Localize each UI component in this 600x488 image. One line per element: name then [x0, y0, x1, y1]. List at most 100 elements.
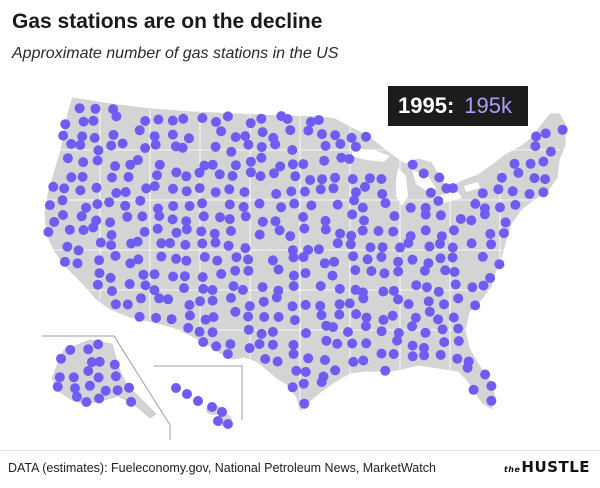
- station-dot: [291, 365, 302, 376]
- station-dot: [435, 253, 446, 264]
- station-dot: [132, 236, 143, 247]
- station-dot: [183, 133, 194, 144]
- station-dot: [376, 348, 387, 359]
- station-dot: [486, 239, 497, 250]
- station-dot: [407, 254, 418, 265]
- station-dot: [93, 145, 104, 156]
- station-dot: [107, 286, 117, 296]
- station-dot: [299, 186, 310, 197]
- station-dot: [109, 359, 120, 370]
- station-dot: [184, 310, 195, 321]
- station-dot: [313, 115, 324, 126]
- station-dot: [467, 282, 478, 293]
- station-dot: [470, 300, 481, 311]
- station-dot: [485, 273, 496, 283]
- station-dot: [140, 143, 151, 153]
- station-dot: [361, 312, 372, 323]
- station-dot: [395, 242, 405, 253]
- chart-subtitle: Approximate number of gas stations in th…: [12, 45, 339, 62]
- station-dot: [179, 271, 190, 282]
- station-dot: [495, 202, 505, 213]
- station-dot: [485, 228, 496, 239]
- station-dot: [470, 198, 481, 209]
- station-dot: [271, 188, 282, 199]
- station-dot: [138, 269, 149, 280]
- station-dot: [254, 339, 265, 349]
- station-dot: [288, 252, 299, 263]
- station-dot: [224, 184, 235, 195]
- station-dot: [231, 252, 242, 263]
- station-dot: [163, 294, 174, 305]
- station-dot: [44, 200, 55, 211]
- station-dot: [407, 159, 418, 170]
- station-dot: [86, 357, 97, 368]
- station-dot: [154, 159, 165, 170]
- station-dot: [156, 238, 167, 249]
- station-dot: [269, 168, 279, 179]
- station-dot: [149, 131, 160, 142]
- station-dot: [329, 256, 340, 267]
- station-dot: [439, 299, 449, 310]
- station-dot: [197, 238, 208, 249]
- station-dot: [388, 285, 399, 296]
- station-dot: [362, 254, 373, 265]
- station-dot: [194, 167, 205, 178]
- station-dot: [111, 188, 122, 198]
- station-dot: [405, 202, 416, 213]
- station-dot: [320, 215, 331, 226]
- station-dot: [275, 161, 286, 172]
- station-dot: [343, 327, 353, 337]
- station-dot: [152, 223, 163, 234]
- station-dot: [419, 350, 430, 361]
- station-dot: [71, 391, 82, 402]
- station-dot: [95, 237, 106, 248]
- station-dot: [154, 293, 165, 304]
- station-dot: [117, 138, 128, 149]
- station-dot: [529, 173, 540, 184]
- station-dot: [124, 382, 135, 393]
- station-dot: [104, 197, 115, 208]
- station-dot: [348, 356, 359, 367]
- station-dot: [140, 116, 151, 126]
- station-dot: [376, 252, 387, 262]
- station-dot: [78, 225, 89, 235]
- station-dot: [273, 264, 284, 275]
- station-dot: [193, 396, 203, 406]
- station-dot: [184, 300, 195, 310]
- station-dot: [377, 189, 388, 199]
- station-dot: [194, 183, 205, 194]
- station-dot: [257, 127, 268, 138]
- station-dot: [228, 281, 239, 292]
- station-dot: [94, 268, 105, 279]
- station-dot: [410, 312, 421, 323]
- station-dot: [336, 152, 347, 163]
- station-dot: [538, 156, 549, 167]
- station-dot: [199, 160, 210, 171]
- station-dot: [70, 383, 80, 394]
- station-dot: [380, 365, 391, 376]
- station-dot: [361, 131, 371, 142]
- station-dot: [73, 245, 84, 256]
- station-dot: [84, 380, 95, 391]
- station-dot: [198, 337, 209, 347]
- station-dot: [328, 322, 338, 333]
- station-dot: [509, 158, 520, 169]
- station-dot: [153, 203, 163, 214]
- station-dot: [105, 217, 116, 228]
- station-dot: [255, 171, 266, 182]
- station-dot: [360, 181, 370, 192]
- station-dot: [357, 225, 368, 236]
- station-dot: [198, 283, 209, 294]
- station-dot: [168, 183, 178, 194]
- station-dot: [226, 293, 236, 303]
- station-dot: [48, 181, 59, 192]
- station-dot: [379, 268, 390, 279]
- station-dot: [466, 215, 477, 226]
- station-dot: [125, 258, 136, 269]
- station-dot: [320, 140, 331, 151]
- station-dot: [407, 340, 418, 351]
- station-dot: [305, 175, 316, 185]
- station-dot: [107, 172, 117, 183]
- station-dot: [212, 255, 223, 266]
- great-lakes: [352, 148, 480, 206]
